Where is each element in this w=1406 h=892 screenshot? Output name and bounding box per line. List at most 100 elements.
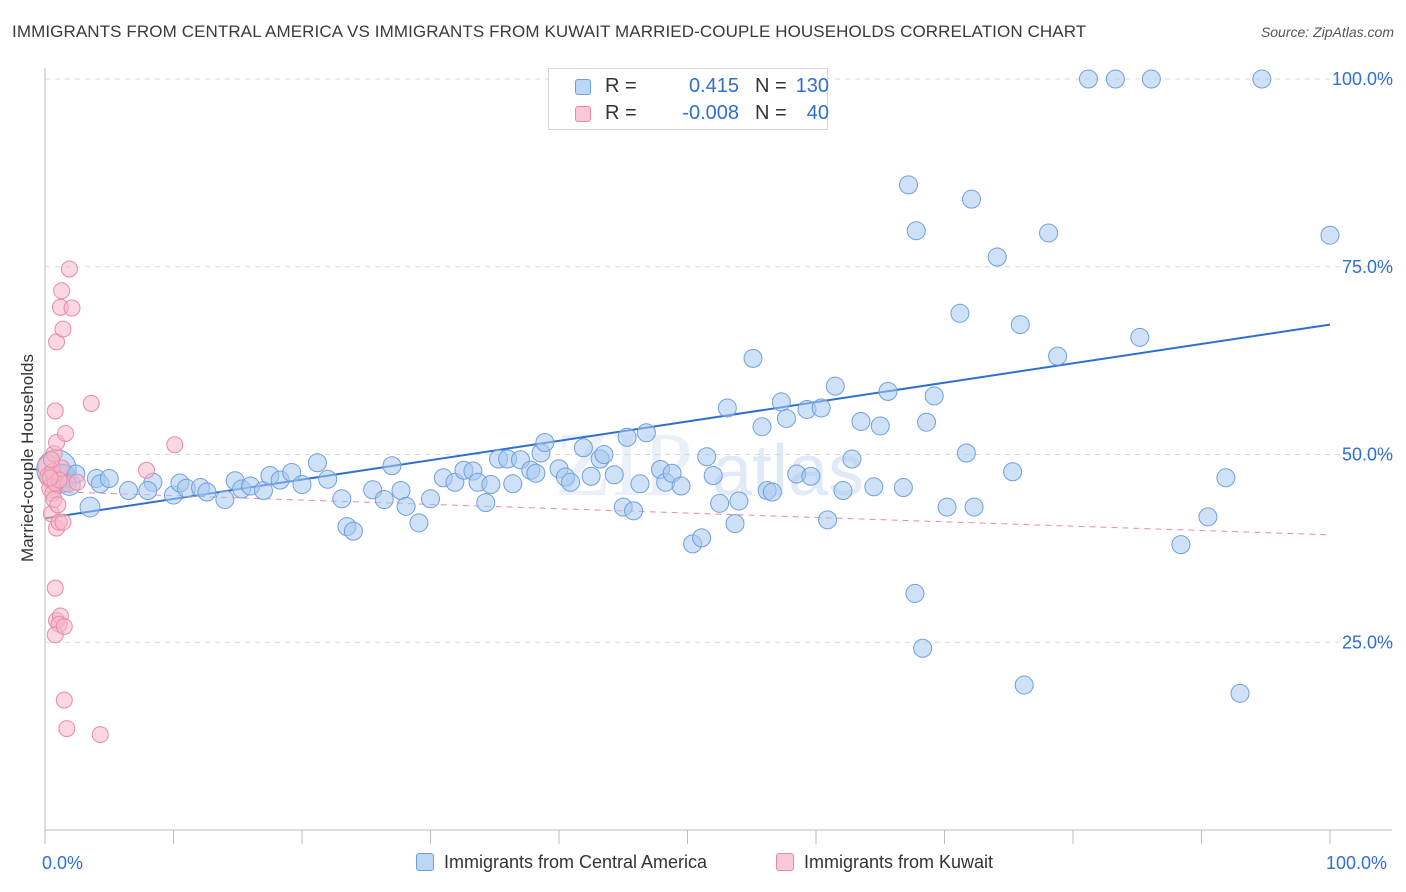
y-tick-label: 25.0% [1342, 632, 1393, 652]
point-central-america [318, 469, 338, 489]
point-central-america [1198, 507, 1218, 527]
point-kuwait [138, 461, 156, 479]
point-central-america [743, 348, 763, 368]
point-central-america [1230, 683, 1250, 703]
point-central-america [594, 445, 614, 464]
point-central-america [503, 474, 523, 494]
chart-title: IMMIGRANTS FROM CENTRAL AMERICA VS IMMIG… [12, 22, 1087, 41]
legend-n-value: 130 [795, 75, 829, 97]
chart-source: Source: ZipAtlas.com [1260, 24, 1394, 40]
y-tick-label: 75.0% [1342, 257, 1393, 277]
point-central-america [1078, 69, 1098, 89]
point-central-america [729, 491, 749, 511]
point-central-america [842, 449, 862, 469]
point-central-america [703, 466, 723, 486]
point-kuwait [57, 424, 75, 442]
point-central-america [801, 466, 821, 486]
point-central-america [1216, 468, 1236, 488]
point-kuwait [46, 402, 64, 420]
point-central-america [771, 392, 791, 412]
point-central-america [1130, 327, 1150, 347]
point-kuwait [91, 726, 109, 744]
point-kuwait [166, 436, 184, 454]
point-central-america [292, 475, 312, 495]
point-central-america [950, 303, 970, 323]
point-central-america [899, 175, 919, 195]
point-central-america [870, 416, 890, 436]
point-central-america [215, 490, 235, 510]
point-central-america [913, 638, 933, 658]
point-kuwait [46, 579, 64, 597]
point-central-america [1003, 462, 1023, 482]
point-central-america [752, 417, 772, 437]
point-central-america [332, 489, 352, 509]
legend-n-value: 40 [806, 102, 829, 124]
point-central-america [964, 497, 984, 517]
point-central-america [893, 478, 913, 498]
point-kuwait [54, 320, 72, 338]
axes: 25.0% 50.0% 75.0% 100.0% [44, 68, 1393, 844]
point-central-america [382, 456, 402, 476]
point-central-america [692, 528, 712, 548]
point-central-america [987, 247, 1007, 267]
legend-swatch-pink [575, 106, 591, 122]
point-central-america [374, 490, 394, 510]
legend-n-label: N = [755, 102, 787, 124]
point-central-america [138, 481, 158, 501]
point-kuwait [41, 469, 59, 487]
legend-swatch-blue [575, 79, 591, 95]
point-central-america [937, 497, 957, 517]
legend-swatch-pink [776, 853, 794, 871]
point-central-america [825, 376, 845, 396]
point-central-america [573, 438, 593, 458]
point-central-america [79, 496, 101, 518]
point-central-america [409, 513, 429, 533]
legend-item-kuwait: Immigrants from Kuwait [776, 852, 993, 873]
point-central-america [1171, 535, 1191, 555]
point-central-america [717, 398, 737, 418]
point-central-america [581, 466, 601, 486]
point-central-america [630, 474, 650, 494]
legend-label-central-america: Immigrants from Central America [444, 852, 708, 872]
point-central-america [818, 510, 838, 530]
point-central-america [776, 408, 796, 428]
y-tick-label: 100.0% [1332, 69, 1393, 89]
point-central-america [956, 443, 976, 463]
point-central-america [906, 221, 926, 241]
point-central-america [1320, 225, 1340, 245]
x-tick-label-max: 100.0% [1326, 853, 1388, 873]
point-central-america [561, 472, 581, 492]
point-central-america [307, 453, 327, 473]
point-central-america [710, 493, 730, 513]
point-kuwait [58, 720, 76, 738]
point-central-america [481, 475, 501, 495]
legend-n-label: N = [755, 75, 787, 97]
point-central-america [851, 411, 871, 431]
point-central-america [99, 469, 119, 489]
legend-item-central-america: Immigrants from Central America [416, 852, 707, 873]
point-kuwait [63, 299, 81, 317]
point-central-america [197, 482, 217, 502]
point-kuwait [53, 282, 71, 300]
legend-r-value: 0.415 [688, 75, 739, 97]
point-central-america [1039, 223, 1059, 243]
point-kuwait [42, 451, 60, 469]
point-central-america [604, 465, 624, 485]
point-kuwait [54, 513, 72, 531]
point-central-america [811, 398, 831, 418]
legend-label-kuwait: Immigrants from Kuwait [804, 852, 994, 872]
point-kuwait [68, 473, 86, 491]
point-central-america [1141, 69, 1161, 89]
point-central-america [421, 489, 440, 509]
point-central-america [624, 501, 644, 521]
point-central-america [961, 189, 981, 209]
legend-r-label: R = [605, 102, 637, 124]
point-kuwait [55, 617, 73, 635]
point-central-america [535, 432, 555, 452]
point-central-america [343, 521, 363, 541]
point-central-america [119, 481, 139, 501]
data-points [36, 69, 1340, 744]
grid-lines [45, 78, 1392, 643]
legend-r-value: -0.008 [682, 102, 739, 124]
